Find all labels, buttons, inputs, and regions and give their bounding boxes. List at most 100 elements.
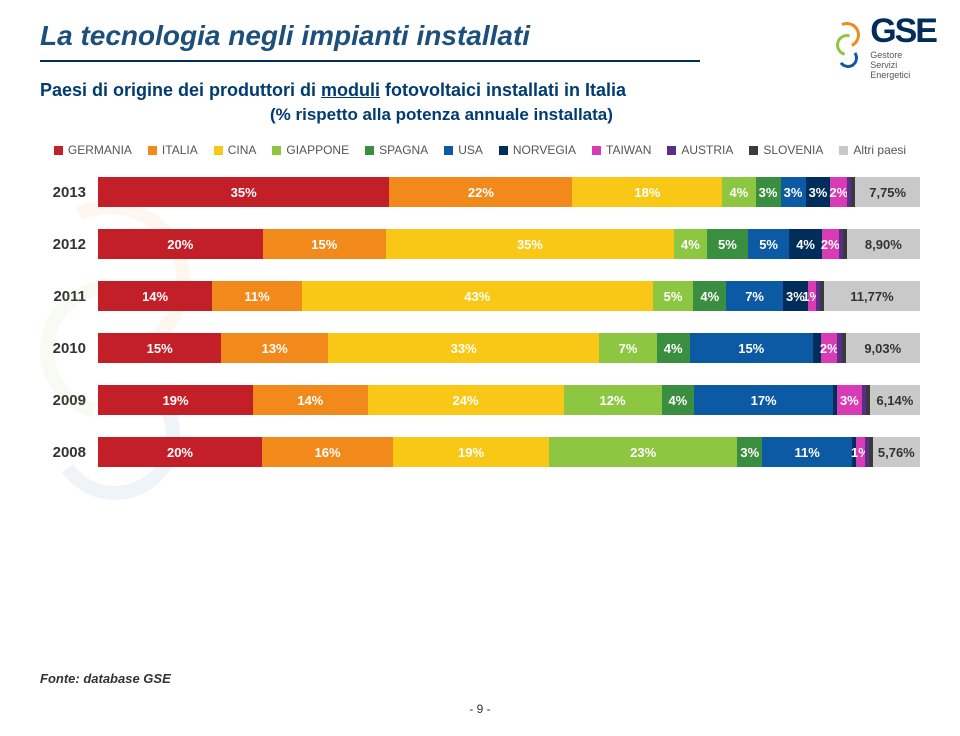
- subtitle-underlined: moduli: [321, 80, 380, 100]
- bar-segment: 15%: [690, 333, 813, 363]
- legend-label: USA: [458, 143, 483, 157]
- stacked-bar-chart: 201335%22%18%4%3%3%3%2%7,75%201220%15%35…: [40, 177, 920, 467]
- subtitle-line1: Paesi di origine dei produttori di modul…: [40, 80, 920, 101]
- bar-segment: 3%: [781, 177, 806, 207]
- stacked-bar: 15%13%33%7%4%15%2%9,03%: [98, 333, 920, 363]
- legend-label: NORVEGIA: [513, 143, 576, 157]
- legend-item: GIAPPONE: [272, 143, 349, 157]
- chart-row: 200820%16%19%23%3%11%1%5,76%: [40, 437, 920, 467]
- legend-item: TAIWAN: [592, 143, 651, 157]
- legend-square-icon: [499, 146, 508, 155]
- bar-segment: 33%: [328, 333, 599, 363]
- logo-sub3: Energetici: [870, 71, 936, 81]
- bar-segment: 20%: [98, 437, 262, 467]
- legend-square-icon: [839, 146, 848, 155]
- chart-legend: GERMANIA ITALIA CINA GIAPPONE SPAGNA USA NORVE…: [40, 143, 920, 157]
- bar-segment: 12%: [564, 385, 662, 415]
- legend-label: TAIWAN: [606, 143, 651, 157]
- stacked-bar: 35%22%18%4%3%3%3%2%7,75%: [98, 177, 920, 207]
- stacked-bar: 19%14%24%12%4%17%3%6,14%: [98, 385, 920, 415]
- bar-segment: 24%: [368, 385, 564, 415]
- bar-segment: 15%: [98, 333, 221, 363]
- bar-segment: 2%: [821, 333, 837, 363]
- legend-square-icon: [54, 146, 63, 155]
- legend-label: ITALIA: [162, 143, 198, 157]
- bar-segment: 19%: [393, 437, 549, 467]
- title-underline: [40, 60, 700, 62]
- legend-item: AUSTRIA: [667, 143, 733, 157]
- gse-logo: GSE Gestore Servizi Energetici: [834, 12, 936, 81]
- legend-item: SPAGNA: [365, 143, 428, 157]
- bar-segment: 4%: [674, 229, 707, 259]
- chart-row: 2013 35%22%18%4%3%3%3%2%7,75%: [40, 177, 920, 207]
- bar-segment: 4%: [693, 281, 726, 311]
- bar-segment: 1%: [856, 437, 864, 467]
- bar-segment: 4%: [789, 229, 822, 259]
- bar-segment: 20%: [98, 229, 263, 259]
- bar-segment: 16%: [262, 437, 393, 467]
- page-title: La tecnologia negli impianti installati: [40, 20, 920, 52]
- bar-segment: 35%: [98, 177, 389, 207]
- legend-square-icon: [272, 146, 281, 155]
- legend-item: CINA: [214, 143, 257, 157]
- legend-item: Altri paesi: [839, 143, 906, 157]
- bar-segment: 23%: [549, 437, 738, 467]
- legend-square-icon: [214, 146, 223, 155]
- legend-item: GERMANIA: [54, 143, 132, 157]
- legend-label: CINA: [228, 143, 257, 157]
- legend-square-icon: [592, 146, 601, 155]
- subtitle-text-a: Paesi di origine dei produttori di: [40, 80, 321, 100]
- bar-segment: 19%: [98, 385, 253, 415]
- legend-label: GIAPPONE: [286, 143, 349, 157]
- chart-row: 201114%11%43%5%4%7%3%1%11,77%: [40, 281, 920, 311]
- bar-segment: 35%: [386, 229, 674, 259]
- bar-segment: 15%: [263, 229, 386, 259]
- chart-row: 201015%13%33%7%4%15%2%9,03%: [40, 333, 920, 363]
- legend-square-icon: [365, 146, 374, 155]
- legend-label: Altri paesi: [853, 143, 906, 157]
- year-label: 2011: [40, 288, 86, 305]
- bar-segment: 22%: [389, 177, 572, 207]
- bar-segment: 4%: [662, 385, 695, 415]
- legend-item: SLOVENIA: [749, 143, 823, 157]
- bar-segment: 43%: [302, 281, 653, 311]
- bar-segment: 11%: [762, 437, 852, 467]
- bar-segment: 11,77%: [824, 281, 920, 311]
- year-label: 2013: [40, 184, 86, 201]
- source-text: Fonte: database GSE: [40, 671, 171, 686]
- logo-text-block: GSE Gestore Servizi Energetici: [870, 12, 936, 81]
- page-number: - 9 -: [469, 702, 490, 716]
- subtitle-text-b: fotovoltaici installati in Italia: [380, 80, 626, 100]
- legend-square-icon: [148, 146, 157, 155]
- bar-segment: 13%: [221, 333, 328, 363]
- legend-square-icon: [667, 146, 676, 155]
- bar-segment: 3%: [756, 177, 781, 207]
- legend-label: GERMANIA: [68, 143, 132, 157]
- bar-segment: 9,03%: [846, 333, 920, 363]
- bar-segment: 3%: [806, 177, 831, 207]
- bar-segment: 7%: [726, 281, 783, 311]
- subtitle-line2: (% rispetto alla potenza annuale install…: [40, 105, 920, 125]
- year-label: 2012: [40, 236, 86, 253]
- bar-segment: 3%: [837, 385, 862, 415]
- logo-text: GSE: [870, 12, 936, 51]
- bar-segment: 14%: [98, 281, 212, 311]
- bar-segment: 2%: [822, 229, 838, 259]
- bar-segment: 4%: [722, 177, 755, 207]
- bar-segment: 2%: [830, 177, 847, 207]
- slide: GSE Gestore Servizi Energetici La tecnol…: [0, 0, 960, 736]
- legend-item: ITALIA: [148, 143, 198, 157]
- legend-item: NORVEGIA: [499, 143, 576, 157]
- year-label: 2009: [40, 392, 86, 409]
- stacked-bar: 20%15%35%4%5%5%4%2%8,90%: [98, 229, 920, 259]
- bar-segment: 7%: [599, 333, 657, 363]
- bar-segment: 11%: [212, 281, 302, 311]
- bar-segment: 5,76%: [873, 437, 920, 467]
- chart-row: 201220%15%35%4%5%5%4%2%8,90%: [40, 229, 920, 259]
- bar-segment: 5%: [707, 229, 748, 259]
- legend-item: USA: [444, 143, 483, 157]
- chart-row: 200919%14%24%12%4%17%3%6,14%: [40, 385, 920, 415]
- year-label: 2010: [40, 340, 86, 357]
- year-label: 2008: [40, 444, 86, 461]
- bar-segment: 6,14%: [870, 385, 920, 415]
